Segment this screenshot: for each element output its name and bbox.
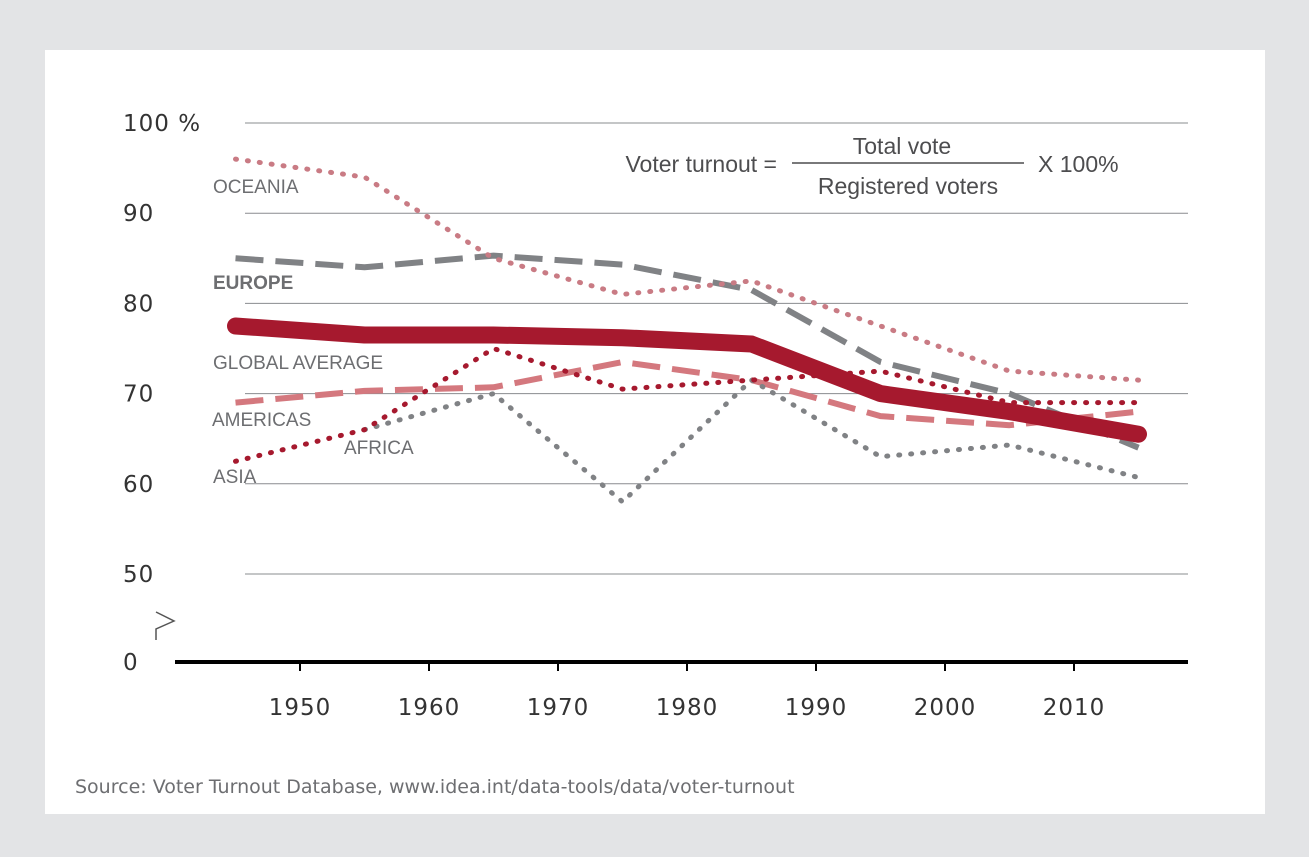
turnout-formula: Voter turnout = Total vote Registered vo… bbox=[625, 133, 1118, 199]
y-tick-label: 60 bbox=[123, 472, 154, 498]
series-line-global-average bbox=[227, 317, 1147, 443]
series-line-europe bbox=[235, 252, 1140, 451]
y-tick-label: 50 bbox=[123, 562, 154, 588]
x-tick-label: 1960 bbox=[398, 695, 461, 721]
series-label-asia: ASIA bbox=[213, 467, 257, 488]
formula-rhs: X 100% bbox=[1038, 151, 1119, 177]
series-line-americas bbox=[235, 359, 1139, 429]
series-line-oceania bbox=[233, 156, 1141, 383]
formula-lhs: Voter turnout = bbox=[625, 151, 777, 177]
x-tick-label: 2010 bbox=[1043, 695, 1106, 721]
x-tick-label: 1990 bbox=[785, 695, 848, 721]
y-tick-label: 80 bbox=[123, 291, 154, 317]
series-label-global-average: GLOBAL AVERAGE bbox=[213, 353, 383, 374]
formula-denominator: Registered voters bbox=[818, 173, 998, 199]
y-tick-label: 70 bbox=[123, 382, 154, 408]
series-line-asia bbox=[233, 346, 1141, 464]
axis-break-mark bbox=[155, 611, 176, 640]
y-axis: 100 % 90 80 70 60 50 0 bbox=[123, 111, 201, 676]
x-tick-label: 1950 bbox=[269, 695, 332, 721]
series-label-oceania: OCEANIA bbox=[213, 177, 299, 198]
y-tick-label: 100 % bbox=[123, 111, 201, 137]
series-label-americas: AMERICAS bbox=[212, 410, 311, 431]
x-axis: 1950 1960 1970 1980 1990 2000 2010 bbox=[175, 660, 1188, 721]
series-labels: OCEANIA EUROPE GLOBAL AVERAGE AMERICAS AFRIC… bbox=[212, 177, 414, 488]
x-tick-label: 1970 bbox=[527, 695, 590, 721]
formula-numerator: Total vote bbox=[853, 133, 951, 159]
x-tick-label: 2000 bbox=[914, 695, 977, 721]
series-label-europe: EUROPE bbox=[213, 273, 293, 294]
y-tick-label: 0 bbox=[123, 650, 139, 676]
y-tick-label: 90 bbox=[123, 201, 154, 227]
source-note: Source: Voter Turnout Database, www.idea… bbox=[75, 776, 795, 798]
series-lines bbox=[227, 156, 1147, 505]
chart-card bbox=[45, 50, 1265, 814]
series-label-africa: AFRICA bbox=[344, 438, 414, 459]
gridlines bbox=[245, 122, 1188, 575]
x-tick-label: 1980 bbox=[656, 695, 719, 721]
